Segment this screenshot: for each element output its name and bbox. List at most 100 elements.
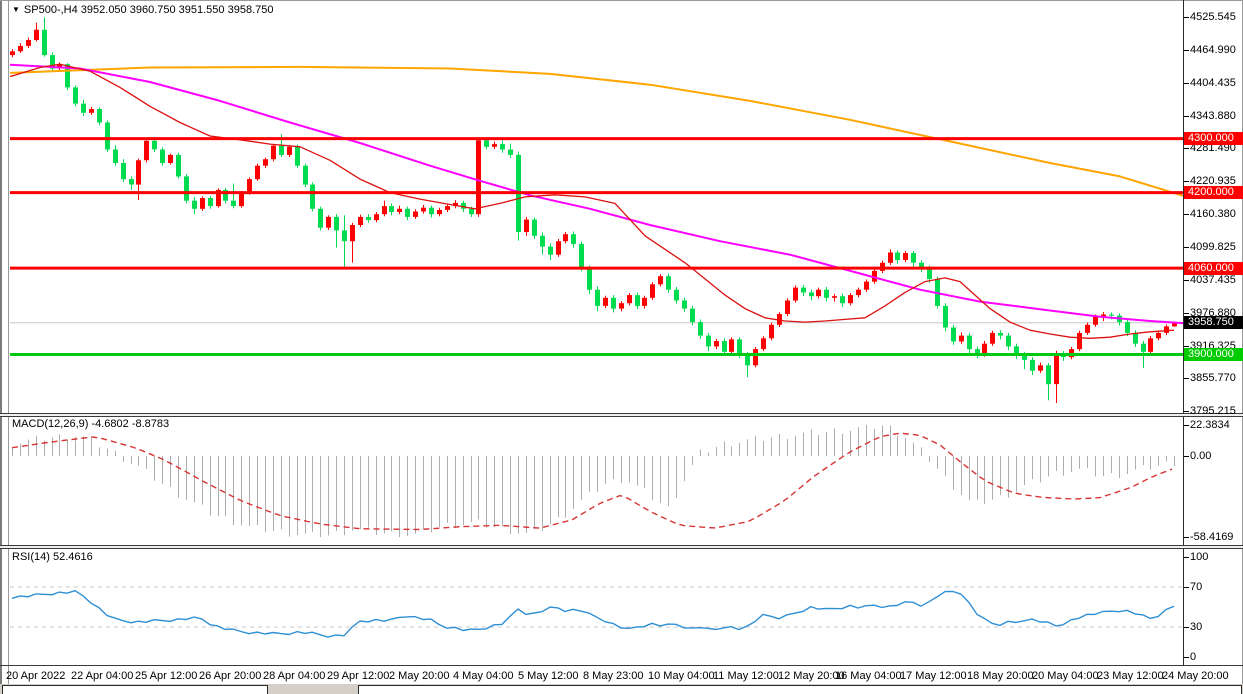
candle-body — [1022, 354, 1027, 360]
macd-histogram-bar — [890, 425, 891, 456]
axis-tick-mark — [1184, 557, 1189, 558]
symbol-dropdown-icon[interactable]: ▼ — [12, 5, 20, 14]
time-axis-label: 23 May 12:00 — [1097, 670, 1164, 682]
candle-body — [729, 339, 734, 352]
candle-body — [342, 230, 347, 242]
macd-histogram-bar — [44, 440, 45, 457]
macd-indicator-label: MACD(12,26,9) -4.6802 -8.8783 — [12, 418, 170, 430]
moving-averages — [10, 63, 1183, 339]
candle-body — [809, 292, 814, 297]
rsi-axis-label: 70 — [1190, 581, 1203, 593]
candle-body — [563, 234, 568, 242]
candle-body — [975, 349, 980, 355]
macd-histogram-bar — [20, 443, 21, 457]
candle-wick — [352, 222, 353, 263]
macd-histogram-bar — [28, 439, 29, 456]
candle-body — [777, 314, 782, 325]
macd-histogram-bar — [384, 456, 385, 534]
macd-histogram-bar — [439, 456, 440, 528]
candle-body — [532, 219, 537, 236]
macd-histogram-bar — [67, 439, 68, 456]
macd-histogram-bar — [1071, 456, 1072, 473]
macd-histogram-bar — [83, 436, 84, 456]
candle-body — [1085, 324, 1090, 333]
macd-histogram-bar — [1158, 456, 1159, 466]
candle-body — [405, 208, 410, 217]
macd-histogram-bar — [368, 456, 369, 528]
candle-body — [129, 179, 134, 185]
macd-histogram-bar — [969, 456, 970, 501]
minimized-window-tab[interactable] — [358, 685, 1242, 694]
candle-body — [303, 165, 308, 185]
macd-histogram-bar — [1150, 456, 1151, 470]
candle-body — [603, 297, 608, 306]
macd-histogram-bar — [1032, 456, 1033, 480]
macd-histogram-bar — [779, 433, 780, 457]
candle-body — [927, 268, 932, 279]
price-axis-label: 3855.770 — [1190, 372, 1236, 384]
candle-body — [571, 234, 576, 244]
macd-histogram-bar — [360, 456, 361, 530]
macd-histogram-bar — [589, 456, 590, 492]
macd-histogram-bar — [581, 456, 582, 500]
macd-histogram-bar — [1000, 456, 1001, 496]
bottom-window-strip — [0, 684, 1243, 694]
macd-panel[interactable] — [11, 425, 1175, 537]
time-axis-label: 11 May 12:00 — [713, 670, 779, 682]
macd-histogram-bar — [565, 456, 566, 518]
macd-histogram-bar — [803, 432, 804, 456]
macd-histogram-bar — [415, 456, 416, 534]
candle-body — [714, 341, 719, 347]
minimized-window-tab[interactable] — [2, 685, 268, 694]
candle-body — [57, 64, 62, 69]
window-left-border — [0, 0, 2, 694]
price-tag: 3958.750 — [1184, 316, 1243, 329]
macd-histogram-bar — [186, 456, 187, 501]
macd-histogram-bar — [1016, 456, 1017, 492]
macd-histogram-bar — [1135, 456, 1136, 470]
macd-histogram-bar — [170, 456, 171, 487]
macd-histogram-bar — [297, 456, 298, 536]
axis-tick-mark — [1184, 50, 1189, 51]
price-axis-label: 3795.215 — [1190, 405, 1236, 417]
macd-histogram-bar — [874, 428, 875, 457]
candle-body — [239, 192, 244, 207]
macd-histogram-bar — [755, 435, 756, 457]
macd-histogram-bar — [510, 456, 511, 535]
macd-signal-line — [11, 432, 1173, 531]
macd-histogram-bar — [463, 456, 464, 525]
axis-tick-mark — [1184, 537, 1189, 538]
rsi-panel[interactable] — [10, 586, 1183, 638]
macd-histogram-bar — [1095, 456, 1096, 477]
macd-histogram-bar — [1048, 456, 1049, 477]
candle-body — [540, 235, 545, 247]
macd-histogram-bar — [352, 456, 353, 531]
macd-histogram-bar — [1143, 456, 1144, 466]
macd-histogram-bar — [897, 435, 898, 456]
axis-tick-mark — [1184, 247, 1189, 248]
candle-body — [888, 252, 893, 263]
rsi-axis-label: 30 — [1190, 621, 1203, 633]
candle-body — [737, 339, 742, 355]
candle-body — [1164, 326, 1169, 333]
candle-body — [469, 208, 474, 215]
macd-histogram-bar — [700, 449, 701, 456]
chart-left-edge — [8, 0, 9, 694]
candle-body — [982, 343, 987, 355]
candle-body — [358, 216, 363, 225]
candle-body — [848, 295, 853, 304]
macd-histogram-bar — [91, 437, 92, 456]
macd-histogram-bar — [668, 456, 669, 507]
axis-tick-mark — [1184, 148, 1189, 149]
candle-body — [1141, 343, 1146, 352]
candle-body — [26, 40, 31, 46]
panel-splitter-rsi[interactable] — [0, 545, 1243, 549]
macd-histogram-bar — [771, 437, 772, 456]
candle-body — [113, 149, 118, 163]
candle-wick — [344, 215, 345, 268]
rsi-axis-label: 0 — [1190, 651, 1197, 663]
panel-splitter-macd[interactable] — [0, 413, 1243, 417]
candle-body — [951, 327, 956, 342]
